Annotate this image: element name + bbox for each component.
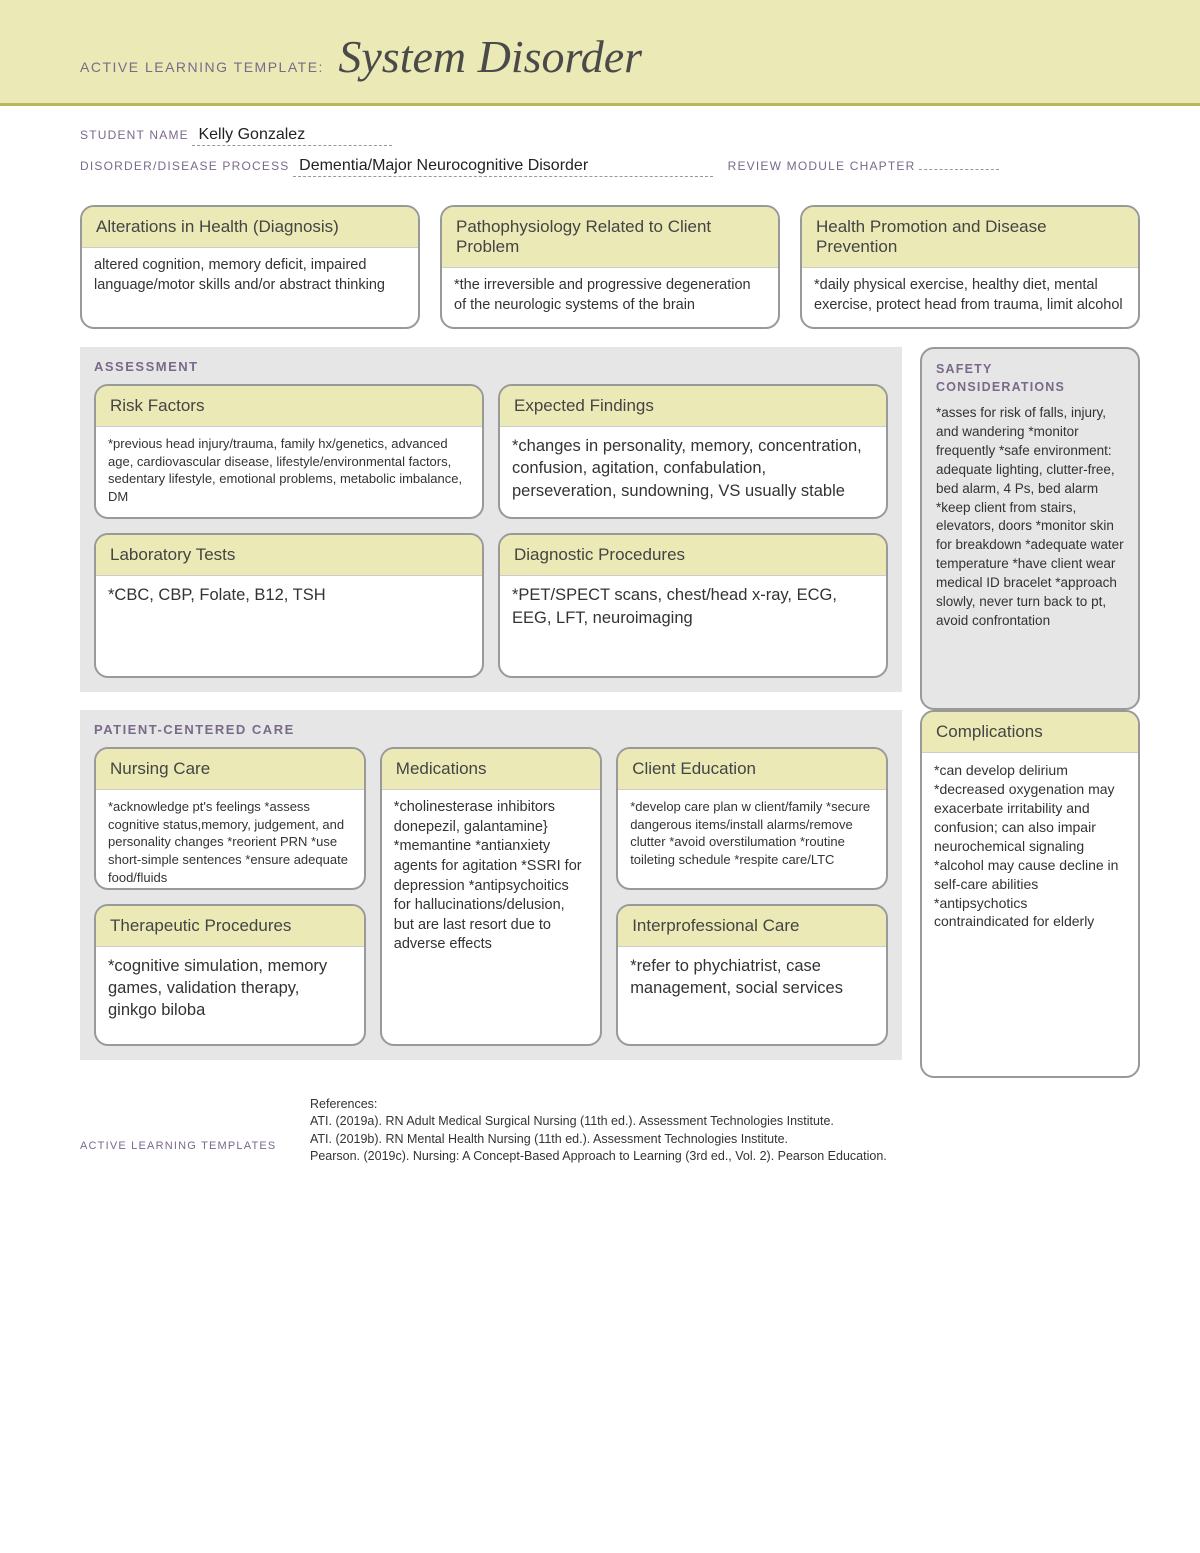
client-education-title: Client Education bbox=[618, 749, 886, 790]
content: STUDENT NAME Kelly Gonzalez DISORDER/DIS… bbox=[0, 106, 1200, 1088]
student-name-value: Kelly Gonzalez bbox=[192, 126, 392, 146]
alterations-title: Alterations in Health (Diagnosis) bbox=[82, 207, 418, 248]
alterations-body: altered cognition, memory deficit, impai… bbox=[82, 248, 418, 327]
pathophysiology-card: Pathophysiology Related to Client Proble… bbox=[440, 205, 780, 329]
prevention-body: *daily physical exercise, healthy diet, … bbox=[802, 268, 1138, 327]
disorder-row: DISORDER/DISEASE PROCESS Dementia/Major … bbox=[80, 156, 1140, 177]
expected-findings-card: Expected Findings *changes in personalit… bbox=[498, 384, 888, 519]
medications-card: Medications *cholinesterase inhibitors d… bbox=[380, 747, 602, 1046]
side-column-top: SAFETY CONSIDERATIONS *asses for risk of… bbox=[920, 347, 1140, 710]
banner: ACTIVE LEARNING TEMPLATE: System Disorde… bbox=[0, 0, 1200, 106]
reference-3: Pearson. (2019c). Nursing: A Concept-Bas… bbox=[310, 1148, 1140, 1166]
top-row: Alterations in Health (Diagnosis) altere… bbox=[80, 205, 1140, 329]
complications-card: Complications *can develop delirium *dec… bbox=[920, 710, 1140, 1078]
side-column-bottom: Complications *can develop delirium *dec… bbox=[920, 710, 1140, 1078]
safety-card: SAFETY CONSIDERATIONS *asses for risk of… bbox=[920, 347, 1140, 710]
prevention-title: Health Promotion and Disease Prevention bbox=[802, 207, 1138, 268]
references: References: ATI. (2019a). RN Adult Medic… bbox=[310, 1096, 1140, 1166]
student-name-row: STUDENT NAME Kelly Gonzalez bbox=[80, 126, 1140, 146]
risk-factors-card: Risk Factors *previous head injury/traum… bbox=[94, 384, 484, 519]
footer: ACTIVE LEARNING TEMPLATES References: AT… bbox=[0, 1088, 1200, 1186]
references-label: References: bbox=[310, 1096, 1140, 1114]
therapeutic-procedures-body: *cognitive simulation, memory games, val… bbox=[96, 947, 364, 1044]
review-label: REVIEW MODULE CHAPTER bbox=[728, 159, 916, 173]
therapeutic-procedures-title: Therapeutic Procedures bbox=[96, 906, 364, 947]
pathophysiology-body: *the irreversible and progressive degene… bbox=[442, 268, 778, 327]
safety-body: *asses for risk of falls, injury, and wa… bbox=[936, 404, 1124, 631]
pcc-complications-row: PATIENT-CENTERED CARE Nursing Care *ackn… bbox=[80, 710, 1140, 1078]
disorder-value: Dementia/Major Neurocognitive Disorder bbox=[293, 157, 713, 177]
risk-factors-body: *previous head injury/trauma, family hx/… bbox=[96, 427, 482, 517]
client-education-card: Client Education *develop care plan w cl… bbox=[616, 747, 888, 889]
nursing-care-card: Nursing Care *acknowledge pt's feelings … bbox=[94, 747, 366, 889]
complications-title: Complications bbox=[922, 712, 1138, 753]
interprofessional-care-body: *refer to phychiatrist, case management,… bbox=[618, 947, 886, 1044]
laboratory-tests-card: Laboratory Tests *CBC, CBP, Folate, B12,… bbox=[94, 533, 484, 678]
nursing-care-body: *acknowledge pt's feelings *assess cogni… bbox=[96, 790, 364, 889]
assessment-safety-row: ASSESSMENT Risk Factors *previous head i… bbox=[80, 347, 1140, 710]
pcc-col-1: Nursing Care *acknowledge pt's feelings … bbox=[94, 747, 366, 1046]
review-blank bbox=[919, 156, 999, 170]
complications-body: *can develop delirium *decreased oxygena… bbox=[922, 753, 1138, 1076]
expected-findings-body: *changes in personality, memory, concent… bbox=[500, 427, 886, 517]
pcc-col-3: Client Education *develop care plan w cl… bbox=[616, 747, 888, 1046]
assessment-title: ASSESSMENT bbox=[94, 359, 888, 374]
prevention-card: Health Promotion and Disease Prevention … bbox=[800, 205, 1140, 329]
reference-2: ATI. (2019b). RN Mental Health Nursing (… bbox=[310, 1131, 1140, 1149]
laboratory-tests-title: Laboratory Tests bbox=[96, 535, 482, 576]
interprofessional-care-card: Interprofessional Care *refer to phychia… bbox=[616, 904, 888, 1046]
pathophysiology-title: Pathophysiology Related to Client Proble… bbox=[442, 207, 778, 268]
medications-title: Medications bbox=[382, 749, 600, 790]
pcc-title: PATIENT-CENTERED CARE bbox=[94, 722, 888, 737]
banner-title: System Disorder bbox=[338, 31, 642, 82]
risk-factors-title: Risk Factors bbox=[96, 386, 482, 427]
footer-left: ACTIVE LEARNING TEMPLATES bbox=[80, 1140, 276, 1152]
alterations-card: Alterations in Health (Diagnosis) altere… bbox=[80, 205, 420, 329]
diagnostic-procedures-title: Diagnostic Procedures bbox=[500, 535, 886, 576]
safety-title: SAFETY CONSIDERATIONS bbox=[936, 361, 1124, 396]
diagnostic-procedures-body: *PET/SPECT scans, chest/head x-ray, ECG,… bbox=[500, 576, 886, 676]
interprofessional-care-title: Interprofessional Care bbox=[618, 906, 886, 947]
nursing-care-title: Nursing Care bbox=[96, 749, 364, 790]
client-education-body: *develop care plan w client/family *secu… bbox=[618, 790, 886, 887]
laboratory-tests-body: *CBC, CBP, Folate, B12, TSH bbox=[96, 576, 482, 676]
pcc-section: PATIENT-CENTERED CARE Nursing Care *ackn… bbox=[80, 710, 902, 1060]
student-name-label: STUDENT NAME bbox=[80, 128, 189, 142]
disorder-label: DISORDER/DISEASE PROCESS bbox=[80, 159, 290, 173]
therapeutic-procedures-card: Therapeutic Procedures *cognitive simula… bbox=[94, 904, 366, 1046]
reference-1: ATI. (2019a). RN Adult Medical Surgical … bbox=[310, 1113, 1140, 1131]
expected-findings-title: Expected Findings bbox=[500, 386, 886, 427]
assessment-section: ASSESSMENT Risk Factors *previous head i… bbox=[80, 347, 902, 692]
diagnostic-procedures-card: Diagnostic Procedures *PET/SPECT scans, … bbox=[498, 533, 888, 678]
banner-prefix: ACTIVE LEARNING TEMPLATE: bbox=[80, 59, 324, 75]
pcc-col-2: Medications *cholinesterase inhibitors d… bbox=[380, 747, 602, 1046]
medications-body: *cholinesterase inhibitors donepezil, ga… bbox=[382, 790, 600, 1044]
